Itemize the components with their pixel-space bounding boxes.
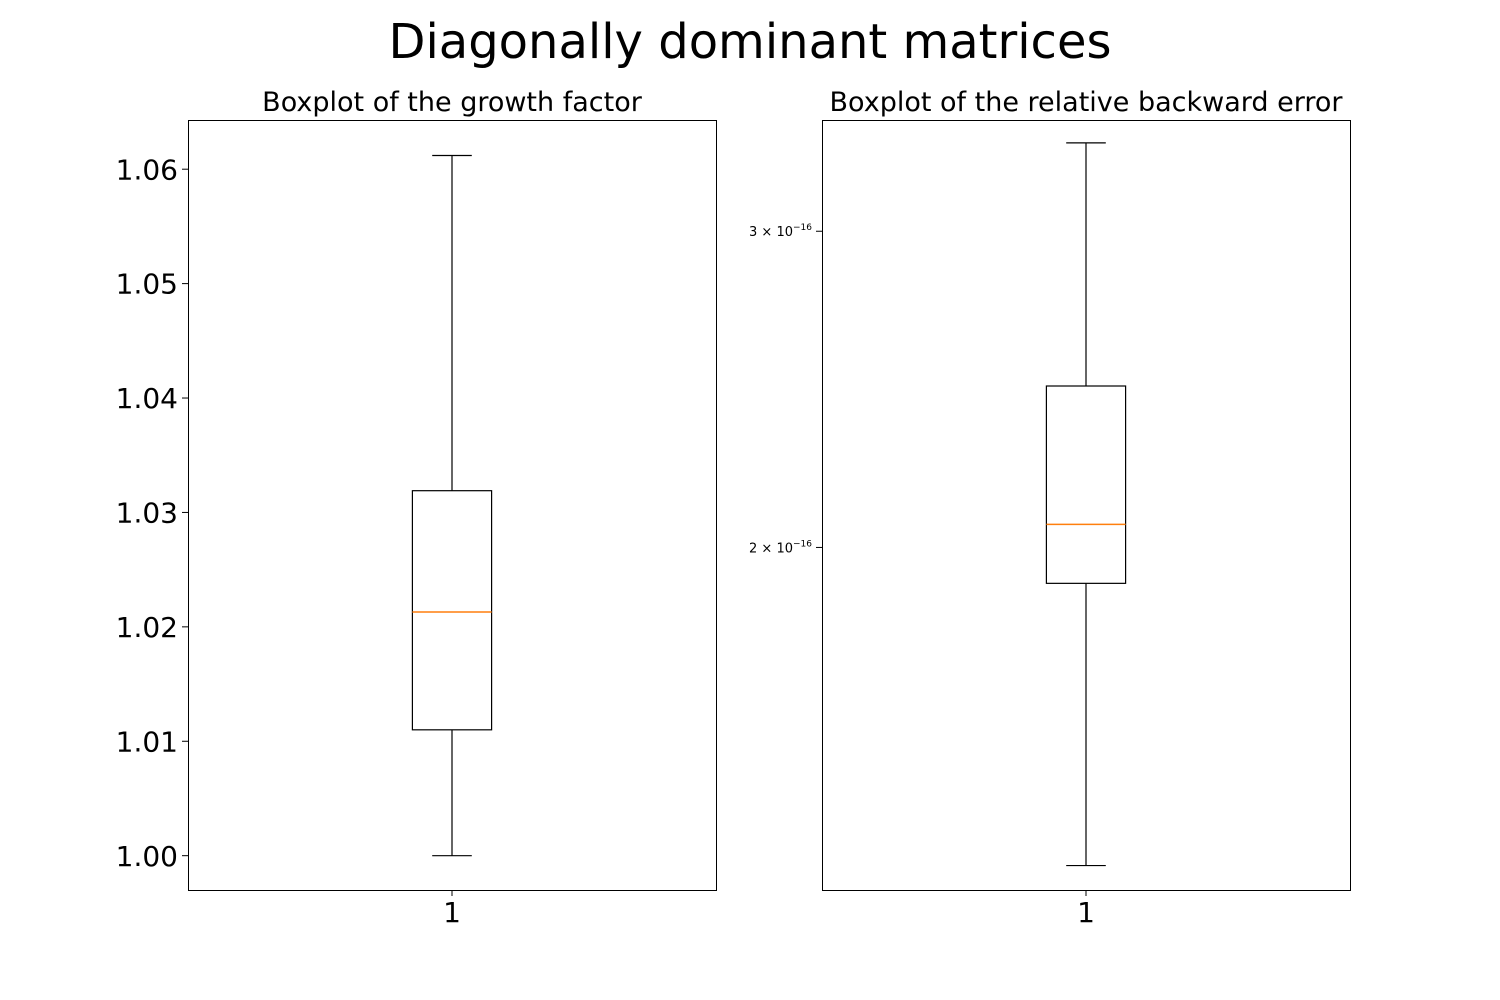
- y-tick-label: 1.03: [116, 497, 178, 530]
- y-tick-label: 2 × 10−16: [749, 539, 812, 556]
- panel-title: Boxplot of the relative backward error: [830, 87, 1344, 118]
- boxplot-marks: [1045, 142, 1127, 867]
- axes-frame: [188, 120, 717, 891]
- boxplot-marks: [411, 154, 493, 857]
- interquartile-box: [1045, 385, 1127, 584]
- growth-factor-panel: Boxplot of the growth factor 1.001.011.0…: [116, 87, 717, 929]
- y-axis-ticks: 1.00 1.01 1.02 1.03 1.04 1.05 1.06: [116, 153, 188, 873]
- x-tick-label: 1: [1077, 896, 1095, 929]
- y-tick-label: 1.02: [116, 611, 178, 644]
- y-tick-label: 3 × 10−16: [749, 223, 812, 240]
- y-tick-label: 1.00: [116, 840, 178, 873]
- x-tick-label: 1: [443, 896, 461, 929]
- y-tick-label: 1.01: [116, 725, 178, 758]
- backward-error-panel: Boxplot of the relative backward error 2…: [749, 87, 1351, 929]
- axes-frame: [822, 120, 1351, 891]
- y-tick-label: 1.04: [116, 382, 178, 415]
- panel-title: Boxplot of the growth factor: [262, 87, 643, 118]
- y-tick-label: 1.06: [116, 153, 178, 186]
- figure-title: Diagonally dominant matrices: [389, 14, 1112, 70]
- x-axis-ticks: 1: [443, 890, 461, 929]
- interquartile-box: [411, 490, 493, 731]
- x-axis-ticks: 1: [1077, 890, 1095, 929]
- y-axis-ticks: 2 × 10−16 3 × 10−16: [749, 223, 822, 556]
- y-tick-label: 1.05: [116, 268, 178, 301]
